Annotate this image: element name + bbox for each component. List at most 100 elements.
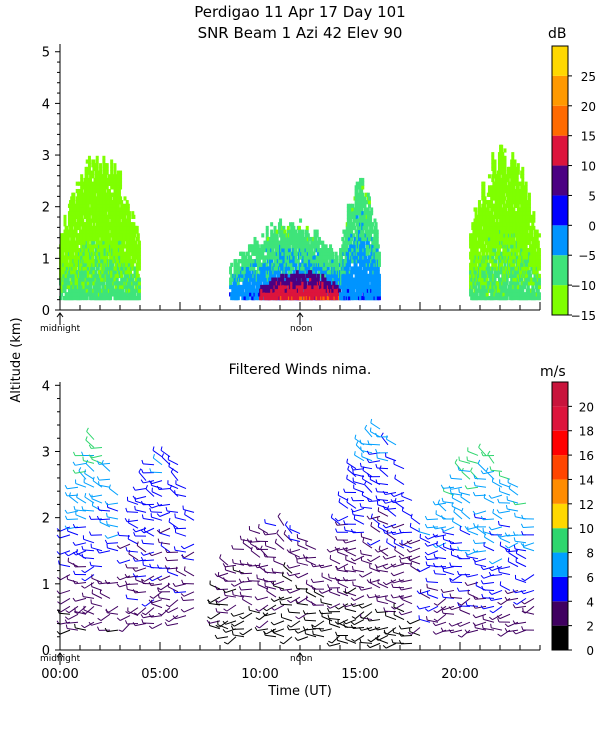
snr-cell: [296, 266, 300, 271]
snr-cell: [491, 251, 495, 256]
snr-cell: [256, 262, 260, 267]
snr-cell: [245, 292, 249, 297]
snr-cell: [66, 236, 70, 242]
snr-cell: [70, 229, 74, 234]
snr-cell: [80, 262, 84, 267]
snr-cell: [504, 222, 508, 227]
snr-cell: [315, 233, 319, 238]
snr-cell: [275, 295, 279, 301]
snr-cell: [493, 166, 497, 172]
snr-cell: [236, 288, 240, 293]
snr-cell: [350, 244, 354, 249]
snr-cell: [60, 292, 64, 297]
snr-cell: [75, 181, 79, 186]
snr-cell: [313, 233, 317, 238]
snr-cell: [303, 262, 307, 267]
snr-cell: [104, 218, 108, 223]
snr-cell: [290, 273, 294, 279]
snr-cell: [292, 270, 296, 275]
snr-cell: [303, 277, 307, 282]
snr-cell: [113, 192, 117, 197]
snr-cell: [494, 295, 498, 301]
snr-cell: [105, 185, 109, 190]
snr-cell: [69, 288, 73, 293]
snr-cell: [371, 255, 375, 260]
snr-cell: [116, 174, 120, 179]
snr-cell: [113, 166, 117, 172]
snr-cell: [367, 203, 371, 208]
snr-cell: [106, 244, 110, 249]
snr-cell: [510, 273, 514, 279]
snr-cell: [271, 248, 275, 253]
snr-cell: [131, 211, 135, 216]
snr-cell: [136, 233, 140, 238]
snr-cell: [360, 288, 364, 293]
snr-cell: [485, 292, 489, 297]
snr-cell: [484, 281, 488, 286]
snr-cell: [95, 163, 99, 168]
snr-cell: [127, 288, 131, 293]
snr-cell: [109, 281, 113, 286]
snr-cell: [95, 233, 99, 238]
snr-cell: [512, 277, 516, 282]
snr-cell: [70, 203, 74, 208]
snr-cell: [285, 240, 289, 245]
snr-cell: [127, 211, 131, 216]
snr-cell: [311, 295, 315, 301]
snr-cell: [366, 244, 370, 249]
snr-cell: [253, 244, 257, 249]
snr-cell: [491, 266, 495, 271]
snr-cell: [86, 270, 90, 275]
snr-cell: [493, 170, 497, 175]
snr-cell: [355, 255, 359, 260]
snr-cell: [353, 225, 357, 231]
snr-cell: [316, 292, 320, 297]
snr-cell: [469, 262, 473, 267]
snr-cell: [123, 244, 127, 249]
snr-cell: [495, 251, 499, 256]
snr-cell: [135, 244, 139, 249]
snr-cell: [281, 273, 285, 279]
snr-cell: [121, 248, 125, 253]
snr-cell: [131, 262, 135, 267]
snr-cell: [266, 255, 270, 260]
snr-cell: [359, 266, 363, 271]
snr-cell: [92, 240, 96, 245]
snr-cell: [233, 281, 237, 286]
snr-cell: [329, 295, 333, 301]
snr-cell: [316, 273, 320, 279]
snr-cell: [284, 270, 288, 275]
snr-cell: [286, 288, 290, 293]
snr-cell: [71, 270, 75, 275]
snr-cell: [87, 163, 91, 168]
snr-cell: [350, 214, 354, 220]
snr-cell: [137, 292, 141, 297]
snr-cell: [362, 218, 366, 223]
snr-cell: [119, 240, 123, 245]
snr-cell: [283, 244, 287, 249]
snr-cell: [97, 284, 101, 290]
snr-cell: [343, 284, 347, 290]
snr-cell: [359, 273, 363, 279]
snr-cell: [507, 166, 511, 172]
snr-cell: [254, 281, 258, 286]
snr-cell: [86, 281, 90, 286]
snr-cell: [364, 288, 368, 293]
snr-cell: [74, 207, 78, 212]
snr-cell: [355, 236, 359, 242]
snr-cell: [92, 166, 96, 172]
snr-cell: [505, 277, 509, 282]
snr-cell: [475, 259, 479, 264]
snr-cell: [229, 266, 233, 271]
snr-cell: [133, 244, 137, 249]
snr-cell: [116, 244, 120, 249]
snr-cell: [90, 233, 94, 238]
snr-cell: [317, 270, 321, 275]
snr-cell: [366, 281, 370, 286]
snr-cell: [119, 185, 123, 190]
snr-cell: [95, 229, 99, 234]
snr-cell: [510, 284, 514, 290]
snr-cell: [241, 292, 245, 297]
snr-cell: [490, 229, 494, 234]
snr-cell: [90, 295, 94, 301]
